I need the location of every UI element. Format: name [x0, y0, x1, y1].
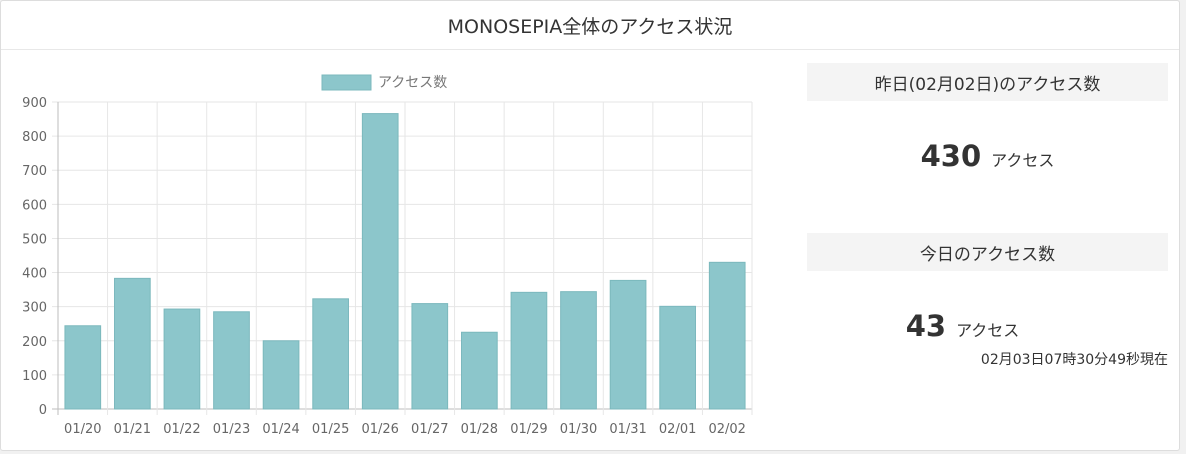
bar-01-30 [560, 291, 597, 410]
x-tick-label: 02/02 [708, 422, 745, 437]
yesterday-heading: 昨日(02月02日)のアクセス数 [807, 63, 1168, 101]
today-heading: 今日のアクセス数 [807, 233, 1168, 271]
bar-01-23 [213, 311, 250, 410]
x-tick-label: 01/31 [609, 422, 646, 437]
legend-label: アクセス数 [378, 75, 447, 91]
yesterday-value: 430 アクセス [807, 139, 1168, 173]
x-tick-label: 01/27 [411, 422, 448, 437]
stats-column: 昨日(02月02日)のアクセス数 430 アクセス 今日のアクセス数 43 アク… [807, 63, 1168, 369]
bar-01-22 [163, 308, 201, 410]
yesterday-unit: アクセス [991, 151, 1055, 170]
y-tick-label: 300 [22, 301, 47, 316]
today-value: 43 アクセス [807, 309, 1168, 343]
panel-title: MONOSEPIA全体のアクセス状況 [1, 1, 1179, 50]
x-tick-label: 01/29 [510, 422, 547, 437]
bar-01-28 [461, 331, 498, 410]
x-tick-label: 01/22 [163, 422, 200, 437]
x-tick-label: 01/26 [361, 422, 398, 437]
y-tick-label: 200 [22, 335, 47, 350]
y-tick-label: 800 [22, 130, 47, 145]
x-tick-label: 01/28 [461, 422, 498, 437]
x-tick-label: 01/24 [262, 422, 299, 437]
yesterday-count: 430 [920, 139, 982, 173]
bar-01-20 [64, 325, 102, 410]
x-tick-label: 01/20 [64, 422, 101, 437]
legend-swatch [321, 74, 372, 91]
y-tick-label: 100 [22, 369, 47, 384]
y-tick-label: 0 [39, 403, 47, 418]
bar-01-21 [114, 277, 151, 410]
y-tick-label: 700 [22, 164, 47, 179]
bar-01-26 [361, 113, 399, 410]
x-tick-label: 01/30 [560, 422, 597, 437]
as-of-timestamp: 02月03日07時30分49秒現在 [980, 352, 1168, 368]
bar-02-01 [659, 305, 696, 410]
bar-01-31 [609, 279, 647, 410]
y-tick-label: 900 [22, 96, 47, 111]
x-tick-label: 02/01 [659, 422, 696, 437]
y-tick-label: 400 [22, 267, 47, 282]
y-tick-label: 500 [22, 232, 47, 247]
x-tick-label: 01/23 [213, 422, 250, 437]
access-bar-chart: 0 100 200 300 400 500 600 700 800 900 01/20 01/21 01… [22, 74, 753, 437]
bar-02-02 [708, 261, 746, 410]
x-tick-label: 01/25 [312, 422, 349, 437]
today-count: 43 [905, 309, 947, 343]
y-tick-label: 600 [22, 198, 47, 213]
access-chart: 0 100 200 300 400 500 600 700 800 900 01/20 01/21 01… [1, 61, 781, 451]
today-unit: アクセス [956, 321, 1020, 340]
bar-01-25 [312, 298, 349, 410]
bar-01-24 [262, 340, 300, 410]
bar-01-29 [510, 291, 548, 410]
x-tick-label: 01/21 [114, 422, 151, 437]
bar-01-27 [411, 303, 449, 410]
